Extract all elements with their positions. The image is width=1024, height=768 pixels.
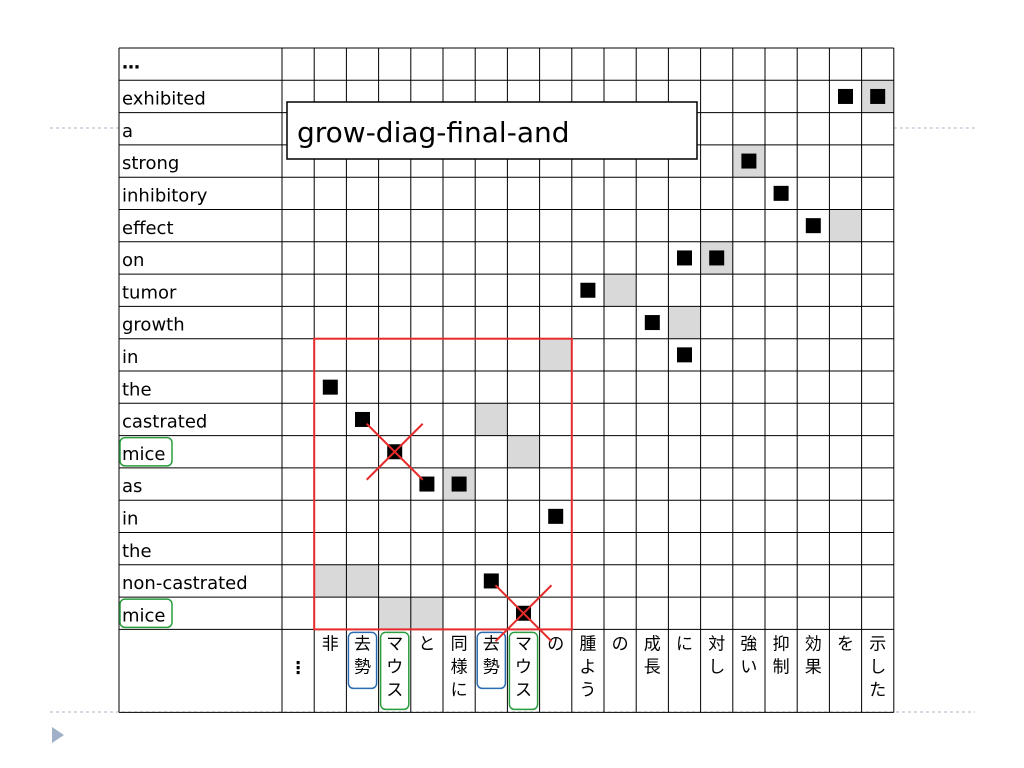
alignment-point xyxy=(483,573,499,589)
japanese-char-label: う xyxy=(579,680,596,700)
red-region-box xyxy=(313,337,573,631)
japanese-char-label: ス xyxy=(515,680,532,700)
english-word-label: mice xyxy=(122,605,166,626)
gray-cell xyxy=(475,403,508,436)
japanese-char-label: 非 xyxy=(322,634,339,654)
gray-cell xyxy=(668,306,701,339)
japanese-char-label: 強 xyxy=(740,634,757,654)
japanese-char-label: 去 xyxy=(354,634,371,654)
red-cross-line xyxy=(365,423,424,481)
japanese-char-label: 勢 xyxy=(354,657,371,677)
annotation-overlay xyxy=(313,337,573,642)
alignment-point xyxy=(644,315,660,331)
japanese-char-label: 制 xyxy=(773,657,790,677)
japanese-char-label: 去 xyxy=(483,634,500,654)
cell-fills xyxy=(314,80,894,630)
japanese-char-label: マ xyxy=(515,634,532,654)
blue-highlight-box xyxy=(347,631,378,690)
alignment-point xyxy=(677,250,692,266)
title-text: grow-diag-final-and xyxy=(297,116,570,149)
english-word-label: inhibitory xyxy=(122,186,208,207)
japanese-char-label: 示 xyxy=(869,634,886,654)
green-highlight-box xyxy=(508,631,539,711)
japanese-char-label: を xyxy=(837,634,854,654)
english-word-label: … xyxy=(122,52,140,73)
gray-cell xyxy=(378,597,411,630)
japanese-char-label: に xyxy=(451,680,468,700)
japanese-char-label: ス xyxy=(386,680,403,700)
english-word-label: on xyxy=(122,250,144,271)
alignment-point xyxy=(548,508,564,524)
japanese-char-label: 長 xyxy=(644,657,661,677)
gray-cell xyxy=(507,435,540,468)
japanese-char-label: 効 xyxy=(805,634,822,654)
japanese-char-label: よ xyxy=(579,657,596,677)
english-word-label: as xyxy=(122,476,142,497)
english-word-label: the xyxy=(122,541,152,562)
alignment-point xyxy=(870,88,886,104)
japanese-char-label: い xyxy=(740,657,757,677)
green-highlight-box xyxy=(119,436,173,467)
english-word-label: in xyxy=(122,347,138,368)
gray-cell xyxy=(829,209,862,242)
japanese-char-label: 勢 xyxy=(483,657,500,677)
japanese-char-label: ウ xyxy=(515,657,532,677)
green-highlight-box xyxy=(379,631,410,711)
japanese-char-label: し xyxy=(869,657,886,677)
japanese-char-label: の xyxy=(547,634,564,654)
japanese-char-label: 同 xyxy=(451,634,468,654)
japanese-char-label: ウ xyxy=(386,657,403,677)
alignment-point xyxy=(709,250,725,266)
japanese-char-label: 腫 xyxy=(579,634,596,654)
english-word-labels: … exhibited a strong inhibitory effect on tumor… xyxy=(119,52,248,629)
gray-cell xyxy=(539,338,572,371)
japanese-char-label: し xyxy=(708,657,725,677)
english-word-label: effect xyxy=(122,218,174,239)
alignment-point xyxy=(805,218,821,234)
japanese-char-label: に xyxy=(676,634,693,654)
japanese-char-label: 果 xyxy=(805,657,822,677)
english-word-label: tumor xyxy=(122,282,177,303)
alignment-point xyxy=(355,411,370,427)
english-word-label: the xyxy=(122,379,152,400)
japanese-char-label: 成 xyxy=(644,634,661,654)
alignment-point xyxy=(580,282,596,298)
japanese-char-label: 対 xyxy=(708,634,725,654)
japanese-char-label: た xyxy=(869,680,886,700)
english-word-label: growth xyxy=(122,315,185,336)
alignment-point xyxy=(677,347,692,363)
blue-highlight-box xyxy=(476,631,507,690)
english-word-label: mice xyxy=(122,444,166,465)
english-word-label: strong xyxy=(122,153,179,174)
red-cross-line xyxy=(494,584,553,642)
alignment-point xyxy=(773,185,789,201)
english-word-label: in xyxy=(122,509,138,530)
japanese-char-label: ⋮ xyxy=(290,658,307,678)
japanese-char-label: の xyxy=(612,634,629,654)
gray-cell xyxy=(314,564,347,598)
alignment-point xyxy=(838,88,853,104)
alignment-point xyxy=(451,476,467,492)
english-word-label: exhibited xyxy=(122,89,206,110)
gray-cell xyxy=(410,597,443,630)
english-word-label: non-castrated xyxy=(122,573,248,594)
japanese-char-label: 様 xyxy=(451,657,468,677)
gray-cell xyxy=(346,564,379,598)
title-box-frame xyxy=(286,101,698,160)
title-box: grow-diag-final-and xyxy=(286,101,698,160)
alignment-point xyxy=(322,379,338,395)
japanese-char-label: と xyxy=(418,634,435,654)
english-word-label: castrated xyxy=(122,412,207,433)
english-word-label: a xyxy=(122,121,133,142)
japanese-char-label: 抑 xyxy=(773,634,790,654)
alignment-point xyxy=(741,153,757,169)
slide-bullet-icon xyxy=(52,727,64,743)
gray-cell xyxy=(604,274,637,307)
green-highlight-box xyxy=(119,598,173,629)
alignment-point xyxy=(419,476,435,492)
japanese-char-label: マ xyxy=(386,634,403,654)
